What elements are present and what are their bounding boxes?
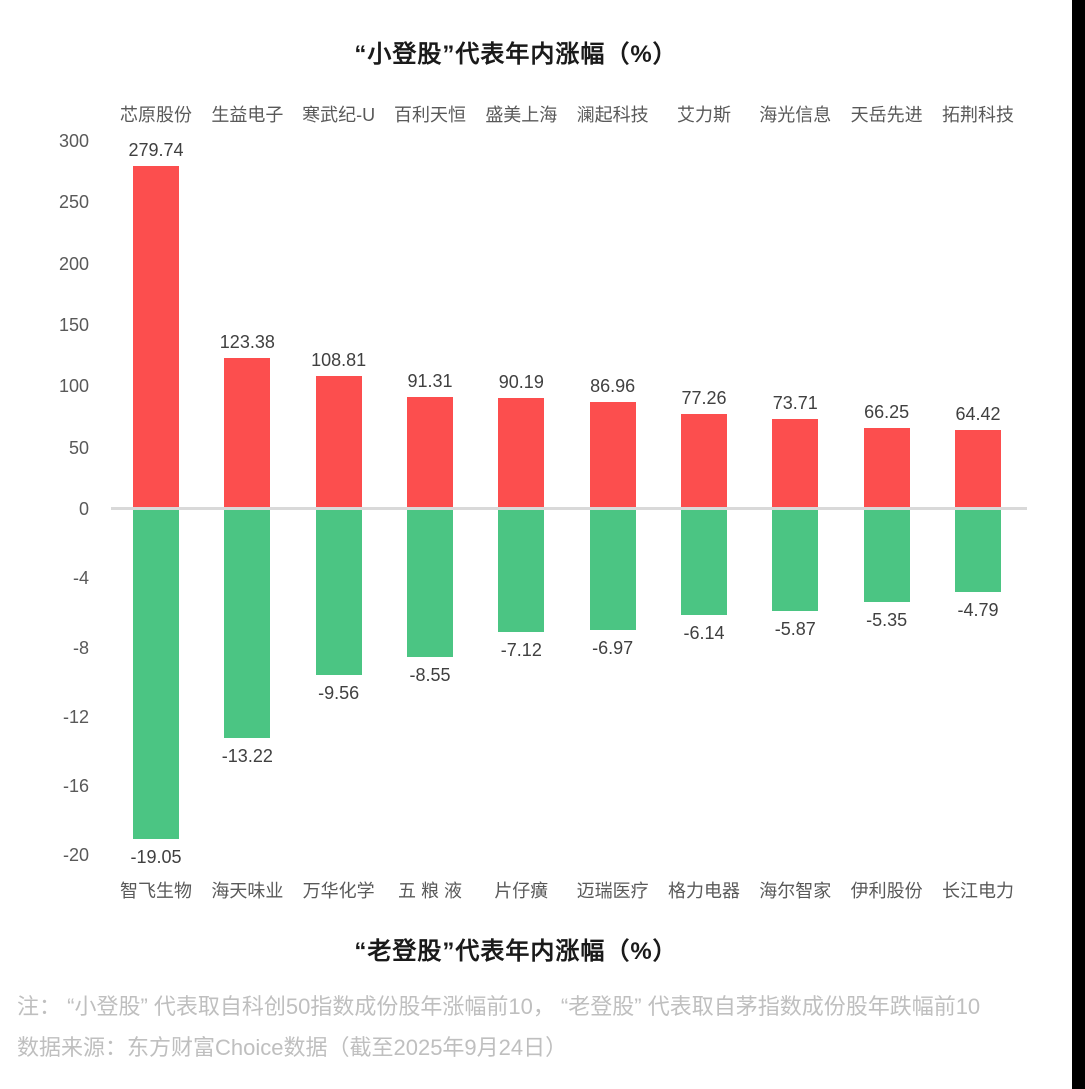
gain-bar [589,402,636,509]
gain-bar [863,427,910,509]
gain-bar [224,357,271,509]
y-axis-tick: 250 [58,192,89,213]
top-category-label: 芯原股份 [120,105,192,125]
data-source-text: 数据来源：东方财富Choice数据（截至2025年9月24日） [17,1035,568,1060]
gain-value-label: 77.26 [681,388,727,409]
gain-value-label: 66.25 [864,401,910,422]
top-category-label: 盛美上海 [485,105,558,125]
gain-bar [772,418,819,509]
y-axis-tick: 50 [68,437,89,458]
gain-bar [954,429,1001,509]
gain-bar [133,165,179,509]
gain-value-label: 73.71 [772,392,818,413]
loss-value-label: -7.12 [500,640,542,661]
y-axis-tick: -20 [62,845,89,866]
bottom-category-label: 长江电力 [941,881,1014,901]
top-chart-title: “小登股”代表年内涨幅（%） [354,41,678,68]
y-axis-tick: 200 [58,253,89,274]
loss-bar [680,509,727,616]
loss-value-label: -9.56 [318,682,360,703]
gain-bar [315,375,362,509]
y-axis-tick: 100 [58,376,89,397]
gain-value-label: 64.42 [955,403,1001,424]
loss-bar [224,509,271,738]
bottom-category-label: 智飞生物 [120,881,192,901]
loss-value-label: -5.87 [774,618,816,639]
gain-value-label: 123.38 [219,331,275,352]
gain-value-label: 86.96 [590,376,636,397]
right-edge-strip [1072,0,1085,1089]
loss-bar [133,509,179,839]
gain-bar [680,414,727,509]
bottom-category-label: 伊利股份 [850,881,923,901]
gain-bar [498,398,545,509]
top-category-label: 澜起科技 [576,105,649,125]
gain-value-label: 279.74 [128,139,184,160]
gain-bar [406,396,453,509]
gain-value-label: 91.31 [407,370,453,391]
bottom-category-label: 迈瑞医疗 [576,881,649,901]
top-category-label: 海光信息 [759,105,832,125]
loss-bar [954,509,1001,592]
loss-value-label: -19.05 [130,846,182,867]
bottom-category-label: 海天味业 [211,881,284,901]
loss-bar [406,509,453,658]
y-axis-tick: -16 [62,776,89,796]
top-category-label: 拓荆科技 [941,105,1014,125]
top-category-label: 百利天恒 [393,105,466,125]
top-category-label: 寒武纪-U [302,105,376,125]
loss-value-label: -8.55 [409,665,451,686]
loss-value-label: -5.35 [866,609,908,630]
loss-value-label: -6.97 [592,637,634,658]
y-axis-tick: 150 [58,314,89,335]
loss-bar [498,509,545,633]
bottom-category-label: 万华化学 [302,881,375,901]
y-axis-tick: -12 [62,706,89,727]
top-category-label: 生益电子 [211,105,284,125]
loss-value-label: -4.79 [957,599,999,620]
bottom-category-label: 格力电器 [667,881,740,901]
y-axis-tick: -4 [72,568,89,589]
bottom-category-label: 片仔癀 [494,881,549,901]
loss-bar [863,509,910,602]
top-category-label: 艾力斯 [676,105,731,125]
bottom-chart-title: “老登股”代表年内涨幅（%） [354,938,678,965]
zero-axis-line [111,507,1027,510]
loss-value-label: -6.14 [683,623,725,644]
bottom-category-label: 海尔智家 [759,881,832,901]
bottom-category-label: 五 粮 液 [397,881,462,901]
gain-value-label: 90.19 [498,372,544,393]
loss-value-label: -13.22 [221,745,273,766]
footnote-text: 注： “小登股” 代表取自科创50指数成份股年涨幅前10， “老登股” 代表取自… [17,994,981,1019]
y-axis-tick: 0 [78,499,89,519]
gain-value-label: 108.81 [311,349,367,370]
y-axis-tick: 300 [58,130,89,151]
loss-bar [315,509,362,675]
top-category-label: 天岳先进 [850,105,923,125]
loss-bar [589,509,636,630]
y-axis-tick: -8 [72,637,89,658]
loss-bar [772,509,819,611]
